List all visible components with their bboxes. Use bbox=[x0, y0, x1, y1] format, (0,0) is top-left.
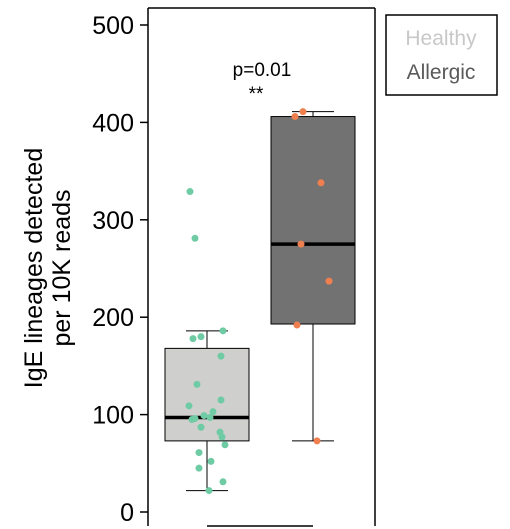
p-value-label: p=0.01 bbox=[233, 60, 292, 81]
allergic-data-point bbox=[297, 240, 305, 248]
legend-entry-allergic: Allergic bbox=[407, 61, 476, 84]
data-points bbox=[185, 108, 333, 495]
healthy-data-point bbox=[218, 433, 226, 441]
healthy-data-point bbox=[206, 414, 214, 422]
allergic-data-point bbox=[299, 108, 307, 116]
allergic-data-point bbox=[325, 277, 333, 285]
healthy-data-point bbox=[185, 402, 193, 410]
y-axis-label-line-1: IgE lineages detected bbox=[20, 148, 48, 388]
legend-box bbox=[385, 14, 498, 96]
healthy-data-point bbox=[200, 412, 208, 420]
healthy-data-point bbox=[193, 380, 201, 388]
healthy-data-point bbox=[197, 423, 205, 431]
allergic-data-point bbox=[313, 437, 321, 445]
healthy-data-point bbox=[188, 415, 196, 423]
y-tick-label-300: 300 bbox=[92, 207, 134, 235]
healthy-data-point bbox=[195, 449, 203, 457]
legend-entry-healthy: Healthy bbox=[405, 27, 477, 50]
allergic-data-point bbox=[317, 179, 325, 187]
y-axis-label: IgE lineages detected per 10K reads bbox=[20, 148, 76, 388]
plot-frame bbox=[147, 7, 376, 527]
healthy-data-point bbox=[191, 234, 199, 242]
y-tick-label-500: 500 bbox=[92, 12, 134, 40]
healthy-data-point bbox=[197, 333, 205, 341]
healthy-data-point bbox=[221, 441, 229, 449]
healthy-data-point bbox=[219, 327, 227, 335]
significance-annotation: p=0.01 ** bbox=[233, 60, 292, 105]
boxes bbox=[164, 111, 356, 492]
y-axis-label-line-2: per 10K reads bbox=[48, 189, 76, 346]
allergic-data-point bbox=[293, 321, 301, 329]
legend: Healthy Allergic bbox=[385, 14, 498, 96]
allergic-data-point bbox=[291, 113, 299, 121]
y-axis: 0 100 200 300 400 500 bbox=[92, 12, 148, 527]
healthy-box bbox=[164, 347, 250, 442]
healthy-data-point bbox=[209, 408, 217, 416]
y-tick-label-400: 400 bbox=[92, 109, 134, 137]
healthy-data-point bbox=[195, 464, 203, 472]
healthy-data-point bbox=[219, 478, 227, 486]
healthy-data-point bbox=[217, 396, 225, 404]
y-tick-label-100: 100 bbox=[92, 402, 134, 430]
healthy-data-point bbox=[186, 188, 194, 196]
y-tick-label-200: 200 bbox=[92, 304, 134, 332]
healthy-data-point bbox=[189, 335, 197, 343]
allergic-box bbox=[270, 116, 356, 325]
healthy-data-point bbox=[207, 457, 215, 465]
healthy-data-point bbox=[217, 352, 225, 360]
significance-stars: ** bbox=[249, 84, 264, 105]
y-tick-label-0: 0 bbox=[120, 499, 134, 527]
healthy-data-point bbox=[205, 487, 213, 495]
